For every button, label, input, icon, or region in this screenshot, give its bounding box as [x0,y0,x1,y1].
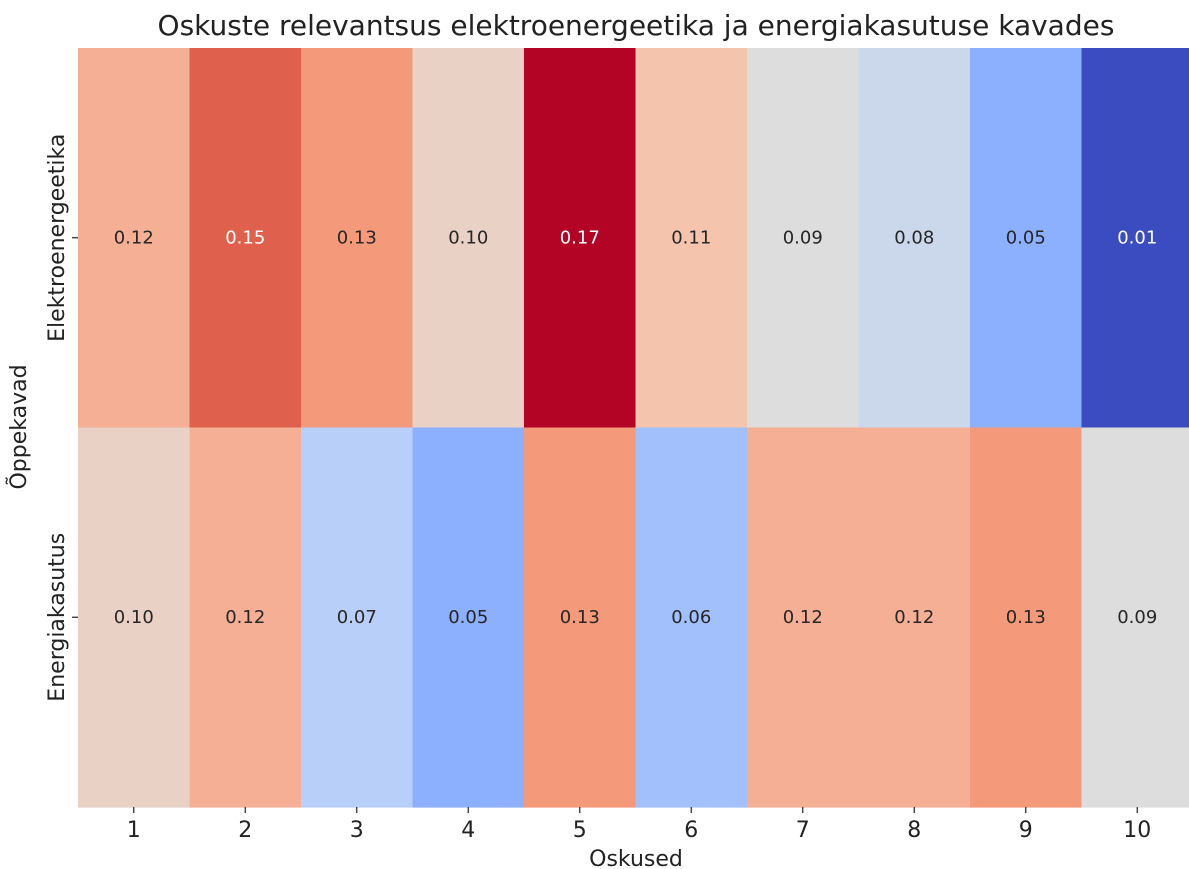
heatmap-value-labels: 0.12 0.15 0.13 0.10 0.17 0.11 0.09 0.08 0.05 0.01… [114,227,1158,628]
y-axis-label: Õppekavad [5,364,32,489]
x-tick-label: 9 [1019,818,1033,843]
x-tick-label: 6 [684,818,698,843]
cell-value-label: 0.17 [560,227,600,248]
cell-value-label: 0.06 [671,607,711,628]
heatmap-cell [78,48,191,429]
heatmap-cell [858,48,971,429]
x-tick-label: 3 [350,818,364,843]
cell-value-label: 0.13 [337,227,377,248]
cell-value-label: 0.12 [225,607,265,628]
cell-value-label: 0.11 [671,227,711,248]
cell-value-label: 0.08 [894,227,934,248]
cell-value-label: 0.12 [894,607,934,628]
x-tick-label: 10 [1123,818,1151,843]
x-tick-label: 8 [907,818,921,843]
x-axis-ticks: 1 2 3 4 5 6 7 8 9 10 [127,807,1151,843]
chart-title: Oskuste relevantsus elektroenergeetika j… [158,9,1115,42]
heatmap-cell [412,48,525,429]
heatmap-cell [970,48,1083,429]
x-tick-label: 4 [461,818,475,843]
x-tick-label: 2 [238,818,252,843]
heatmap-cell [412,427,525,808]
cell-value-label: 0.12 [114,227,154,248]
x-tick-label: 7 [796,818,810,843]
cell-value-label: 0.12 [783,607,823,628]
cell-value-label: 0.10 [448,227,488,248]
x-tick-label: 5 [573,818,587,843]
cell-value-label: 0.01 [1117,227,1157,248]
heatmap-cell [301,48,414,429]
heatmap-cell [747,427,860,808]
heatmap-cell [1081,427,1189,808]
cell-value-label: 0.09 [783,227,823,248]
cell-value-label: 0.05 [448,607,488,628]
heatmap-cell [189,427,302,808]
cell-value-label: 0.15 [225,227,265,248]
heatmap-cells [78,48,1189,808]
heatmap-cell [524,427,637,808]
heatmap-cell [189,48,302,429]
cell-value-label: 0.07 [337,607,377,628]
cell-value-label: 0.10 [114,607,154,628]
heatmap-cell [78,427,191,808]
heatmap-cell [635,427,748,808]
heatmap-cell [301,427,414,808]
heatmap-cell [524,48,637,429]
cell-value-label: 0.05 [1006,227,1046,248]
y-tick-label: Energiakasutus [45,533,70,702]
cell-value-label: 0.13 [1006,607,1046,628]
x-axis-label: Oskused [589,847,683,869]
heatmap-cell [635,48,748,429]
y-tick-label: Elektroenergeetika [45,134,70,342]
x-tick-label: 1 [127,818,141,843]
heatmap-cell [747,48,860,429]
cell-value-label: 0.09 [1117,607,1157,628]
cell-value-label: 0.13 [560,607,600,628]
heatmap-cell [970,427,1083,808]
heatmap-cell [858,427,971,808]
heatmap-cell [1081,48,1189,429]
y-axis-ticks: Elektroenergeetika Energiakasutus [45,134,78,702]
